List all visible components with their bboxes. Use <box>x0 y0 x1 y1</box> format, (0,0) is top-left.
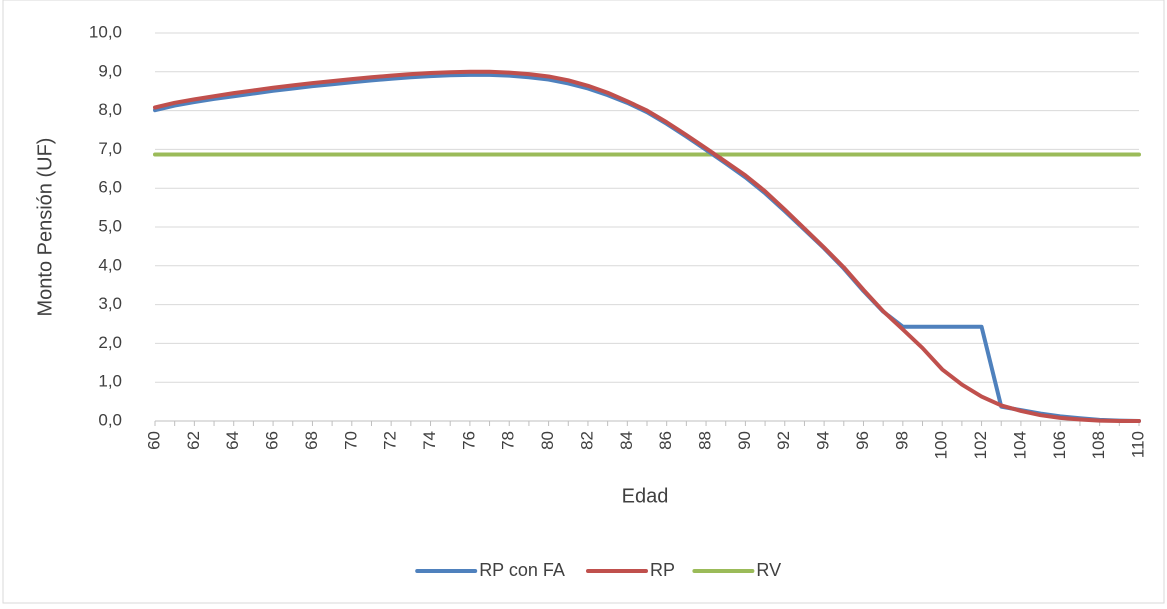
x-tick-label: 108 <box>1089 431 1108 459</box>
y-axis-ticks: 0,0 1,0 2,0 3,0 4,0 5,0 6,0 7,0 8,0 9,0 10,0 <box>89 22 122 429</box>
x-tick-label: 110 <box>1128 431 1147 458</box>
x-tick-label: 62 <box>184 431 203 450</box>
series-line-rp <box>153 69 1141 423</box>
x-tick-label: 72 <box>381 431 400 450</box>
y-tick-label: 3,0 <box>98 294 122 313</box>
y-tick-label: 6,0 <box>98 178 122 197</box>
legend-label: RP <box>650 560 675 580</box>
x-tick-label: 74 <box>420 431 439 450</box>
x-tick-label: 82 <box>577 431 596 450</box>
x-tick-label: 68 <box>302 431 321 450</box>
x-tick-label: 90 <box>735 431 754 450</box>
x-tick-label: 66 <box>263 431 282 450</box>
y-tick-label: 1,0 <box>98 372 122 391</box>
x-tick-label: 84 <box>617 431 636 450</box>
x-tick-label: 98 <box>892 431 911 450</box>
legend-label: RV <box>756 560 781 580</box>
x-tick-label: 78 <box>499 431 518 450</box>
series-lines <box>153 69 1141 423</box>
x-axis-title: Edad <box>622 485 669 507</box>
x-tick-label: 76 <box>459 431 478 450</box>
y-axis-title: Monto Pensión (UF) <box>34 138 56 317</box>
x-tick-label: 70 <box>341 431 360 450</box>
x-tick-label: 96 <box>853 431 872 450</box>
legend-item: RP <box>586 560 675 580</box>
x-tick-label: 106 <box>1050 431 1069 459</box>
x-tick-label: 100 <box>932 431 951 459</box>
legend-item: RV <box>692 560 781 580</box>
x-axis-ticks: 60 62 64 66 68 70 72 74 76 78 80 82 84 86 88 90 92 94 96 98… <box>144 421 1147 459</box>
x-tick-label: 88 <box>696 431 715 450</box>
x-tick-label: 64 <box>223 431 242 450</box>
x-tick-label: 94 <box>814 431 833 450</box>
legend-label: RP con FA <box>479 560 565 580</box>
x-tick-label: 80 <box>538 431 557 450</box>
y-tick-label: 8,0 <box>98 100 122 119</box>
x-tick-label: 60 <box>144 431 163 450</box>
x-tick-label: 104 <box>1010 431 1029 459</box>
y-tick-label: 5,0 <box>98 216 122 235</box>
legend-item: RP con FA <box>415 560 565 580</box>
legend: RP con FA RP RV <box>415 560 781 580</box>
y-tick-label: 4,0 <box>98 255 122 274</box>
y-tick-label: 9,0 <box>98 61 122 80</box>
y-tick-label: 0,0 <box>98 410 122 429</box>
x-tick-label: 92 <box>774 431 793 450</box>
gridlines <box>155 32 1139 383</box>
y-tick-label: 10,0 <box>89 22 122 41</box>
y-tick-label: 7,0 <box>98 139 122 158</box>
y-tick-label: 2,0 <box>98 333 122 352</box>
x-tick-label: 102 <box>971 431 990 459</box>
x-tick-label: 86 <box>656 431 675 450</box>
